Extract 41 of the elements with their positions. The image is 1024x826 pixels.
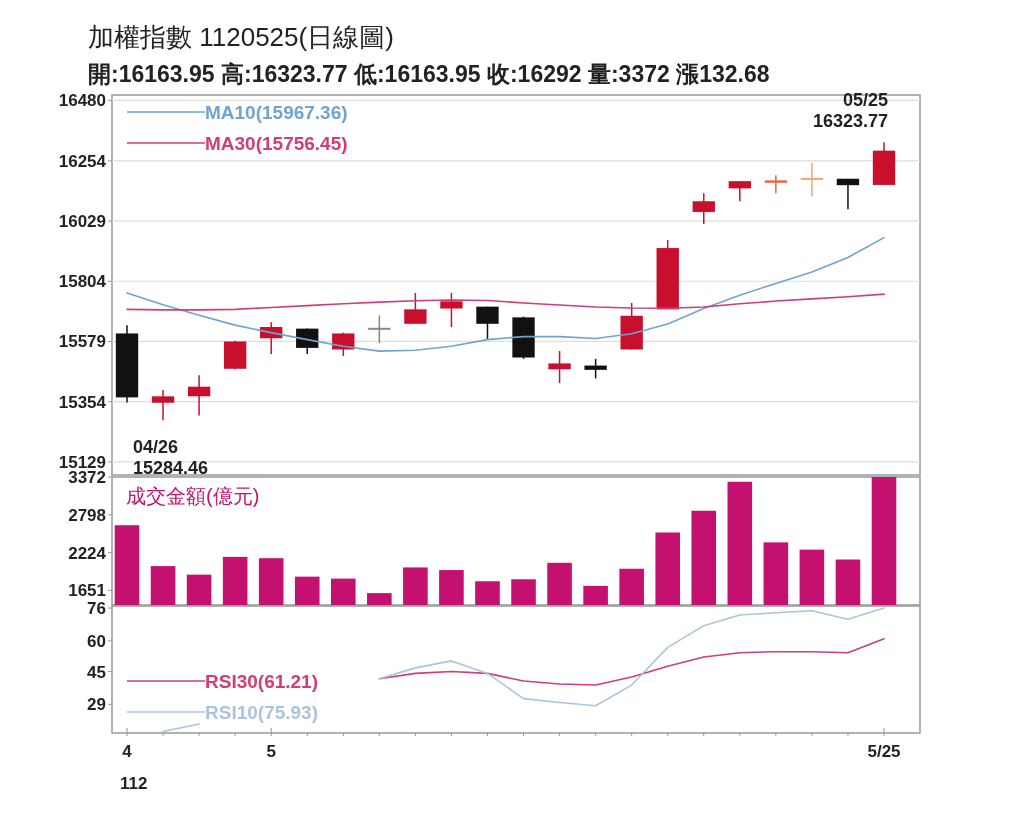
y-tick-label: 60 bbox=[87, 631, 106, 651]
line-series bbox=[126, 236, 885, 352]
candlestick bbox=[151, 389, 175, 422]
annotation: 04/26 15284.46 bbox=[133, 437, 209, 478]
chart-title: 成交金額(億元) bbox=[126, 485, 260, 507]
y-tick-label: 76 bbox=[87, 599, 106, 619]
legend-label: RSI10(75.93) bbox=[205, 702, 319, 723]
line-series bbox=[126, 293, 885, 311]
text: 112 bbox=[120, 774, 148, 793]
y-tick-label: 16254 bbox=[58, 151, 107, 171]
y-tick-label: 2798 bbox=[68, 505, 106, 525]
candlestick bbox=[548, 350, 571, 384]
y-tick-label: 16480 bbox=[58, 91, 106, 111]
y-tick-label: 15354 bbox=[58, 392, 107, 412]
y-tick-label: 15804 bbox=[58, 272, 107, 292]
x-tick-label: 5/25 bbox=[867, 742, 901, 761]
y-tick-label: 15579 bbox=[58, 332, 106, 352]
candlestick bbox=[404, 292, 427, 325]
candlestick bbox=[836, 178, 860, 211]
y-tick-label: 29 bbox=[87, 695, 106, 715]
candlestick bbox=[728, 180, 751, 202]
chart-title: 加權指數 1120525(日線圖) bbox=[88, 22, 394, 52]
x-tick-label: 5 bbox=[266, 742, 276, 761]
legend-label: MA30(15756.45) bbox=[205, 133, 348, 154]
chart-subtitle: 開:16163.95 高:16323.77 低:16163.95 收:16292 量:3372 漲132.68 bbox=[88, 61, 770, 87]
y-tick-label: 2224 bbox=[68, 543, 107, 563]
candlestick bbox=[187, 374, 211, 417]
candlestick bbox=[800, 161, 824, 198]
y-tick-label: 16029 bbox=[58, 212, 106, 232]
candlestick bbox=[440, 292, 463, 328]
candlestick bbox=[476, 305, 499, 341]
candlestick bbox=[692, 192, 715, 225]
candlestick bbox=[368, 314, 391, 344]
annotation: 05/25 16323.77 bbox=[812, 90, 888, 131]
y-tick-label: 1651 bbox=[68, 581, 106, 601]
y-tick-label: 45 bbox=[87, 662, 106, 682]
candlestick bbox=[764, 174, 788, 194]
x-tick-label: 4 bbox=[122, 742, 133, 761]
candlestick bbox=[584, 358, 607, 380]
legend-label: MA10(15967.36) bbox=[205, 102, 348, 123]
legend-label: RSI30(61.21) bbox=[205, 671, 319, 692]
